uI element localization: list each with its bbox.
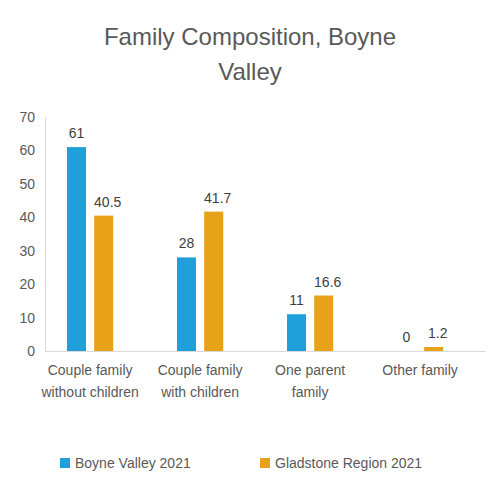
bar xyxy=(314,296,333,351)
x-axis: Couple familywithout childrenCouple fami… xyxy=(40,351,485,400)
bar xyxy=(94,216,113,351)
text-line: Couple family xyxy=(158,362,243,378)
legend-item: Gladstone Region 2021 xyxy=(260,455,422,471)
text-line: Valley xyxy=(218,58,282,85)
y-tick: 0 xyxy=(27,343,45,359)
y-tick-label: 20 xyxy=(19,276,35,292)
data-label: 61 xyxy=(69,125,85,141)
bar xyxy=(177,257,196,351)
data-label: 11 xyxy=(289,292,304,308)
text-line: family xyxy=(292,384,329,400)
bar xyxy=(287,314,306,351)
bars xyxy=(67,147,443,351)
text-line: with children xyxy=(160,384,239,400)
y-tick-label: 70 xyxy=(19,109,35,125)
bar xyxy=(204,212,223,351)
legend-label: Gladstone Region 2021 xyxy=(275,455,422,471)
x-axis-line xyxy=(46,351,486,352)
x-tick: Other family xyxy=(382,351,457,378)
y-tick: 40 xyxy=(19,209,45,225)
y-axis-line xyxy=(45,118,46,352)
y-tick: 10 xyxy=(19,310,45,326)
data-label: 1.2 xyxy=(428,325,448,341)
x-tick: Couple family with children xyxy=(158,351,243,400)
y-tick-label: 40 xyxy=(19,209,35,225)
data-label: 41.7 xyxy=(204,190,231,206)
x-tick-label: Couple family with children xyxy=(158,362,243,400)
y-tick: 20 xyxy=(19,276,45,292)
data-label: 28 xyxy=(179,235,195,251)
text-line: Couple family xyxy=(48,362,133,378)
x-tick-label: Couple family without children xyxy=(40,362,138,400)
y-axis: 0 10 20 30 40 50 60 70 xyxy=(19,109,45,359)
y-tick: 70 xyxy=(19,109,45,125)
x-tick-label: Other family xyxy=(382,362,457,378)
y-tick: 60 xyxy=(19,142,45,158)
x-tick-label: One parent family xyxy=(275,362,345,400)
data-label: 40.5 xyxy=(94,194,121,210)
y-tick-label: 50 xyxy=(19,176,35,192)
legend-item: Boyne Valley 2021 xyxy=(60,455,191,471)
y-tick-label: 10 xyxy=(19,310,35,326)
data-label: 0 xyxy=(403,329,411,345)
text-line: Family Composition, Boyne xyxy=(104,23,396,50)
x-tick: One parent family xyxy=(275,351,345,400)
legend-swatch xyxy=(60,458,70,468)
title: Family Composition, Boyne Valley xyxy=(104,23,396,85)
bar xyxy=(424,347,443,351)
y-tick: 50 xyxy=(19,176,45,192)
data-label: 16.6 xyxy=(314,274,341,290)
y-tick-label: 0 xyxy=(27,343,35,359)
legend-label: Boyne Valley 2021 xyxy=(75,455,191,471)
y-tick: 30 xyxy=(19,243,45,259)
y-tick-label: 60 xyxy=(19,142,35,158)
legend-swatch xyxy=(260,458,270,468)
chart: Family Composition, Boyne Valley 0 10 20 30 40… xyxy=(0,0,500,495)
data-labels: 61 28 11 0 40.5 41.7 16.6 1.2 xyxy=(69,125,448,345)
bar xyxy=(397,351,416,352)
bar xyxy=(67,147,86,351)
text-line: Other family xyxy=(382,362,457,378)
x-tick: Couple family without children xyxy=(40,351,138,400)
text-line: One parent xyxy=(275,362,345,378)
legend: Boyne Valley 2021 Gladstone Region 2021 xyxy=(60,455,422,471)
text-line: without children xyxy=(40,384,138,400)
plot: 0 10 20 30 40 50 60 70 Couple family without chil… xyxy=(19,109,485,400)
y-tick-label: 30 xyxy=(19,243,35,259)
